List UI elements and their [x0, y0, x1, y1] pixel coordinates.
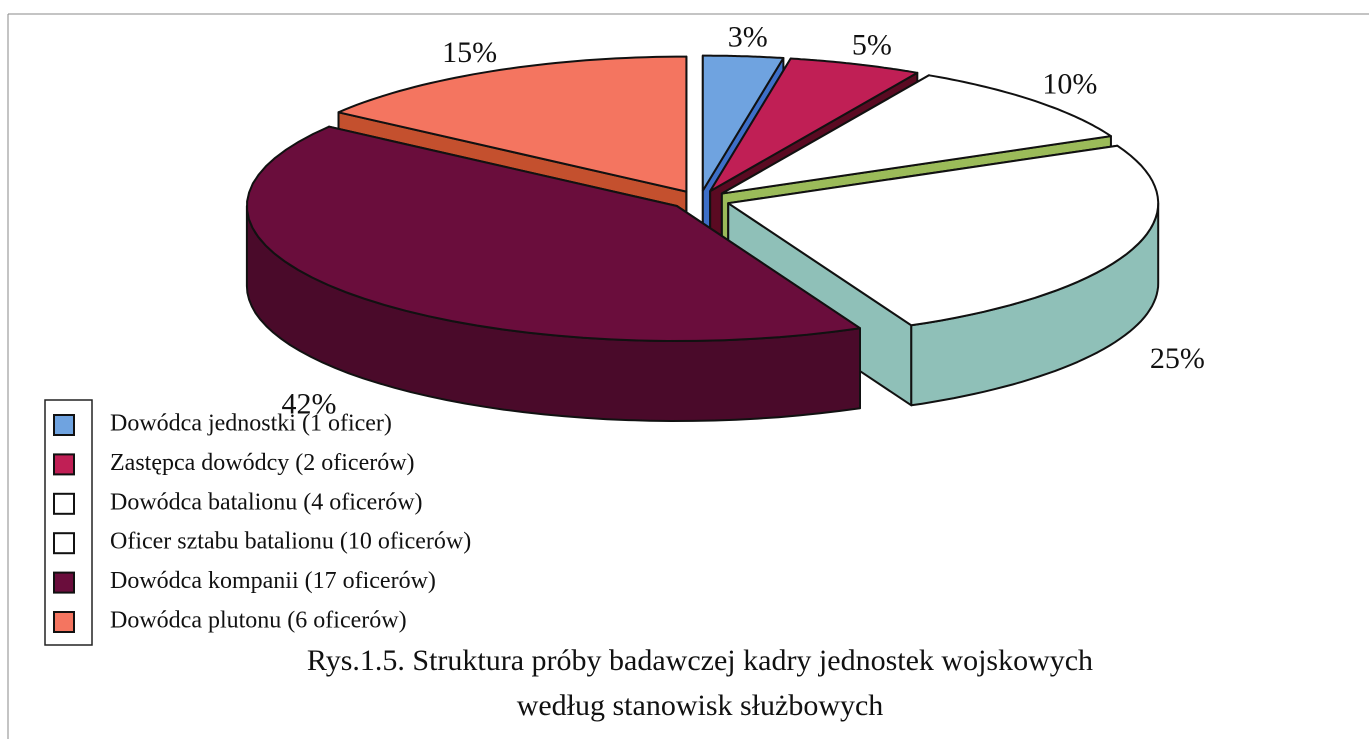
data-label: 5% [852, 29, 892, 62]
legend: Dowódca jednostki (1 oficer) Zastępca dow… [53, 411, 471, 634]
chart-title: Rys.1.5. Struktura próby badawczej kadry… [307, 644, 1093, 677]
slice [727, 144, 1160, 327]
legend-swatch [53, 611, 75, 633]
slice [246, 125, 861, 342]
data-label: 42% [282, 387, 337, 420]
legend-swatch [53, 414, 75, 436]
slice [720, 74, 1112, 195]
legend-label: Oficer sztabu batalionu (10 oficerów) [110, 529, 471, 555]
data-label: 15% [442, 36, 497, 69]
legend-swatch [53, 492, 75, 515]
data-label: 3% [728, 20, 768, 53]
legend-label: Dowódca kompanii (17 oficerów) [110, 568, 436, 594]
legend-label: Dowódca batalionu (4 oficerów) [110, 489, 423, 515]
legend-label: Zastępca dowódcy (2 oficerów) [110, 450, 415, 476]
legend-label: Dowódca plutonu (6 oficerów) [110, 608, 407, 634]
legend-swatch [53, 571, 75, 594]
pie: 3% 5% 15% 10% 25% 42% [245, 20, 1205, 422]
legend-box [44, 399, 93, 646]
slice [701, 54, 785, 192]
legend-label: Dowódca jednostki (1 oficer) [110, 411, 392, 437]
legend-swatch [53, 453, 75, 476]
chart-title: według stanowisk służbowych [517, 689, 884, 722]
legend-swatch [53, 532, 75, 555]
data-label: 25% [1150, 342, 1205, 375]
slice [337, 55, 688, 193]
slice [709, 57, 919, 193]
data-label: 10% [1042, 67, 1097, 100]
